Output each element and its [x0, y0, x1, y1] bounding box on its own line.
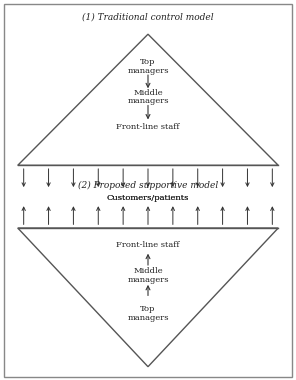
Text: Middle
managers: Middle managers — [127, 267, 169, 284]
Text: Top
managers: Top managers — [127, 305, 169, 322]
Text: Middle
managers: Middle managers — [127, 89, 169, 105]
Text: Top
managers: Top managers — [127, 58, 169, 75]
Text: (2) Proposed supportive model: (2) Proposed supportive model — [78, 180, 218, 190]
Text: Front-line staff: Front-line staff — [116, 241, 180, 249]
Text: Customers/patients: Customers/patients — [107, 193, 189, 202]
Text: Customers/patients: Customers/patients — [107, 193, 189, 202]
Text: Front-line staff: Front-line staff — [116, 123, 180, 131]
Text: (1) Traditional control model: (1) Traditional control model — [82, 13, 214, 22]
